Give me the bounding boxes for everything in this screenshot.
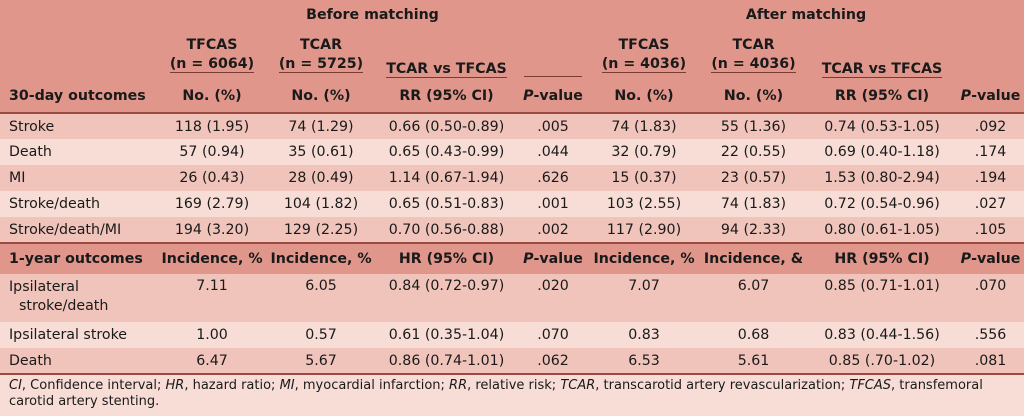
col-before-tcar: No. (%) xyxy=(267,80,375,113)
subheader-row: 30-day outcomes No. (%) No. (%) RR (95% … xyxy=(0,80,1024,113)
after-tcar-header: TCAR (n = 4036) xyxy=(700,30,807,80)
thirty-day-label: 30-day outcomes xyxy=(0,80,157,113)
table-row: Stroke/death/MI 194 (3.20) 129 (2.25) 0.7… xyxy=(0,217,1024,243)
table-row: Stroke/death 169 (2.79) 104 (1.82) 0.65 (… xyxy=(0,191,1024,217)
col-after-rr: RR (95% CI) xyxy=(807,80,957,113)
table-row: MI 26 (0.43) 28 (0.49) 1.14 (0.67-1.94) .6… xyxy=(0,165,1024,191)
col-after-tcar: No. (%) xyxy=(700,80,807,113)
table-row: Death 57 (0.94) 35 (0.61) 0.65 (0.43-0.99… xyxy=(0,139,1024,165)
before-matching-header: Before matching xyxy=(157,0,588,30)
col-after-tfcas: No. (%) xyxy=(588,80,700,113)
one-year-header-row: 1-year outcomes Incidence, % Incidence, … xyxy=(0,242,1024,274)
before-comparison-header: TCAR vs TFCAS xyxy=(375,30,518,80)
table-row: Ipsilateral stroke 1.00 0.57 0.61 (0.35-1… xyxy=(0,322,1024,348)
table-row: Death 6.47 5.67 0.86 (0.74-1.01) .062 6.53… xyxy=(0,348,1024,374)
after-tfcas-header: TFCAS (n = 4036) xyxy=(588,30,700,80)
col-before-p: P-value xyxy=(518,80,588,113)
col-after-p: P-value xyxy=(957,80,1024,113)
one-year-label: 1-year outcomes xyxy=(0,242,157,274)
footnote-row: CI, Confidence interval; HR, hazard rati… xyxy=(0,373,1024,416)
after-matching-header: After matching xyxy=(588,0,1024,30)
after-comparison-header: TCAR vs TFCAS xyxy=(807,30,957,80)
col-before-tfcas: No. (%) xyxy=(157,80,267,113)
before-tfcas-header: TFCAS (n = 6064) xyxy=(157,30,267,80)
table-row: Ipsilateral stroke/death 7.11 6.05 0.84 (… xyxy=(0,274,1024,322)
footnote: CI, Confidence interval; HR, hazard rati… xyxy=(0,373,1024,416)
before-tcar-header: TCAR (n = 5725) xyxy=(267,30,375,80)
col-before-rr: RR (95% CI) xyxy=(375,80,518,113)
column-header-row: TFCAS (n = 6064) TCAR (n = 5725) TCAR vs T… xyxy=(0,30,1024,80)
group-header-row: Before matching After matching xyxy=(0,0,1024,30)
table-row: Stroke 118 (1.95) 74 (1.29) 0.66 (0.50-0.… xyxy=(0,113,1024,139)
